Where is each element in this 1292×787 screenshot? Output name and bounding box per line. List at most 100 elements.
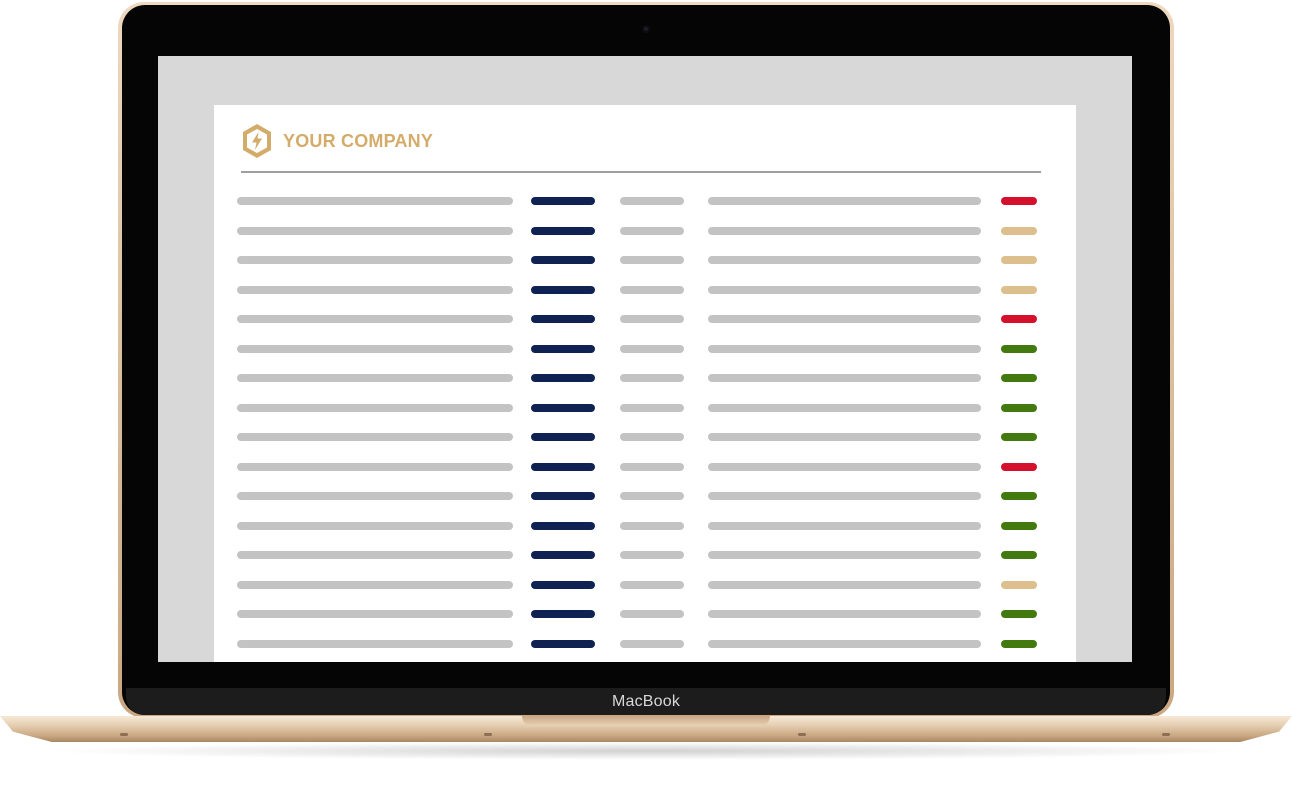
text-placeholder-bar [237,226,513,235]
primary-placeholder-bar [531,521,595,530]
document-page: YOUR COMPANY [214,105,1076,662]
text-placeholder-bar [708,226,981,235]
short-placeholder-bar [620,551,684,559]
status-indicator [1001,344,1037,353]
short-placeholder-bar [620,344,684,353]
document-header: YOUR COMPANY [241,123,433,159]
text-placeholder-bar [237,521,513,530]
text-placeholder-bar [237,580,513,589]
primary-placeholder-bar [531,226,595,235]
base-foot [1162,733,1170,736]
short-placeholder-bar [620,403,684,412]
text-placeholder-bar [237,462,513,471]
company-name: YOUR COMPANY [283,130,434,151]
table-row [214,285,1076,316]
table-row [214,580,1076,611]
laptop-shadow [40,742,1252,760]
text-placeholder-bar [237,551,513,559]
status-indicator [1001,521,1037,530]
text-placeholder-bar [237,639,513,648]
screen: YOUR COMPANY [158,56,1132,662]
table-row [214,551,1076,581]
hexagon-lightning-icon [243,124,271,158]
status-indicator [1001,403,1037,412]
laptop-hinge-notch [522,716,770,726]
primary-placeholder-bar [531,492,595,500]
table-row [214,374,1076,404]
status-indicator [1001,226,1037,235]
status-indicator [1001,256,1037,264]
primary-placeholder-bar [531,344,595,353]
table-row [214,226,1076,257]
short-placeholder-bar [620,197,684,205]
status-indicator [1001,492,1037,500]
primary-placeholder-bar [531,374,595,382]
table-row [214,433,1076,463]
primary-placeholder-bar [531,256,595,264]
text-placeholder-bar [708,433,981,441]
table-row [214,315,1076,345]
primary-placeholder-bar [531,551,595,559]
status-indicator [1001,285,1037,294]
device-brand-label: MacBook [611,693,681,710]
text-placeholder-bar [237,403,513,412]
text-placeholder-bar [237,285,513,294]
text-placeholder-bar [708,551,981,559]
short-placeholder-bar [620,226,684,235]
data-table [214,197,1076,662]
short-placeholder-bar [620,256,684,264]
status-indicator [1001,315,1037,323]
primary-placeholder-bar [531,639,595,648]
table-row [214,403,1076,434]
table-row [214,462,1076,493]
text-placeholder-bar [708,639,981,648]
text-placeholder-bar [708,492,981,500]
text-placeholder-bar [708,315,981,323]
text-placeholder-bar [237,433,513,441]
text-placeholder-bar [708,285,981,294]
short-placeholder-bar [620,610,684,618]
short-placeholder-bar [620,639,684,648]
short-placeholder-bar [620,580,684,589]
status-indicator [1001,462,1037,471]
text-placeholder-bar [708,344,981,353]
text-placeholder-bar [708,374,981,382]
table-row [214,610,1076,640]
text-placeholder-bar [708,197,981,205]
text-placeholder-bar [237,256,513,264]
text-placeholder-bar [708,256,981,264]
text-placeholder-bar [708,462,981,471]
text-placeholder-bar [237,315,513,323]
short-placeholder-bar [620,285,684,294]
table-row [214,344,1076,375]
text-placeholder-bar [237,197,513,205]
short-placeholder-bar [620,521,684,530]
table-row [214,639,1076,663]
text-placeholder-bar [237,374,513,382]
primary-placeholder-bar [531,580,595,589]
text-placeholder-bar [708,403,981,412]
primary-placeholder-bar [531,462,595,471]
text-placeholder-bar [237,492,513,500]
status-indicator [1001,433,1037,441]
primary-placeholder-bar [531,403,595,412]
short-placeholder-bar [620,374,684,382]
short-placeholder-bar [620,462,684,471]
short-placeholder-bar [620,433,684,441]
status-indicator [1001,551,1037,559]
base-foot [484,733,492,736]
status-indicator [1001,639,1037,648]
status-indicator [1001,580,1037,589]
short-placeholder-bar [620,492,684,500]
laptop-chin [126,688,1166,715]
base-foot [798,733,806,736]
text-placeholder-bar [237,344,513,353]
primary-placeholder-bar [531,285,595,294]
table-row [214,521,1076,552]
table-row [214,197,1076,227]
status-indicator [1001,374,1037,382]
status-indicator [1001,610,1037,618]
primary-placeholder-bar [531,197,595,205]
table-row [214,492,1076,522]
